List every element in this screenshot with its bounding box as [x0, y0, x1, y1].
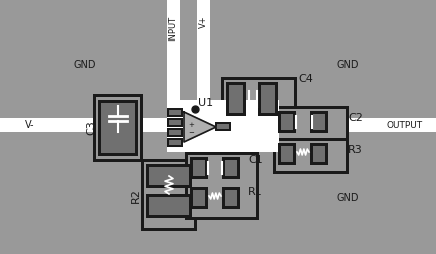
Text: C1: C1 [248, 155, 263, 165]
Bar [93, 94, 143, 162]
Bar [258, 82, 278, 116]
Bar [193, 190, 205, 206]
Bar [169, 140, 181, 145]
Bar [310, 143, 328, 165]
Bar [96, 97, 140, 159]
Bar [276, 141, 346, 171]
Text: +: + [188, 122, 194, 128]
Bar [281, 146, 293, 162]
Bar [193, 160, 205, 176]
Text: V-: V- [25, 120, 35, 130]
Bar [141, 159, 197, 231]
Bar [167, 118, 183, 127]
Bar [190, 187, 208, 209]
Bar [225, 190, 237, 206]
Bar [101, 103, 135, 153]
Bar [217, 124, 229, 129]
Text: C4: C4 [298, 74, 313, 84]
Bar [169, 130, 181, 135]
Text: V+: V+ [198, 16, 208, 28]
Bar [225, 160, 237, 176]
Bar [276, 109, 346, 139]
Text: INPUT: INPUT [168, 15, 177, 41]
Text: C3: C3 [86, 121, 96, 135]
Bar [310, 111, 328, 133]
Bar [313, 114, 325, 130]
Text: GND: GND [337, 193, 359, 203]
Bar [229, 85, 243, 113]
Text: OUTPUT: OUTPUT [387, 120, 423, 130]
Bar [222, 157, 240, 179]
Bar [313, 146, 325, 162]
Text: GND: GND [74, 60, 96, 70]
Bar [146, 194, 192, 218]
Bar [146, 164, 192, 188]
Bar [281, 114, 293, 130]
Bar [221, 77, 297, 121]
Bar [261, 85, 275, 113]
Bar [190, 157, 208, 179]
Bar [169, 110, 181, 115]
Bar [149, 197, 189, 215]
Bar [167, 138, 183, 147]
Bar [224, 80, 294, 118]
Bar [144, 162, 194, 228]
Bar [273, 138, 349, 174]
Bar [167, 100, 279, 152]
Bar [268, 118, 436, 132]
Polygon shape [184, 112, 216, 142]
Text: R1: R1 [248, 187, 263, 197]
Bar [98, 100, 138, 156]
Bar [149, 167, 189, 185]
Bar [278, 143, 296, 165]
Bar [167, 128, 183, 137]
Bar [215, 122, 231, 131]
Text: C2: C2 [348, 113, 363, 123]
Bar [222, 187, 240, 209]
Bar [169, 120, 181, 125]
Text: −: − [188, 130, 194, 136]
Bar [273, 106, 349, 142]
Bar [0, 118, 170, 132]
Bar [185, 152, 259, 220]
Bar [226, 82, 246, 116]
Bar [167, 108, 183, 117]
Text: R3: R3 [348, 145, 363, 155]
Bar [167, 100, 279, 152]
Bar [278, 111, 296, 133]
Bar [188, 155, 256, 217]
Bar [197, 0, 210, 108]
Text: U1: U1 [198, 98, 213, 108]
Bar [167, 0, 180, 115]
Text: R2: R2 [131, 188, 141, 203]
Text: GND: GND [337, 60, 359, 70]
